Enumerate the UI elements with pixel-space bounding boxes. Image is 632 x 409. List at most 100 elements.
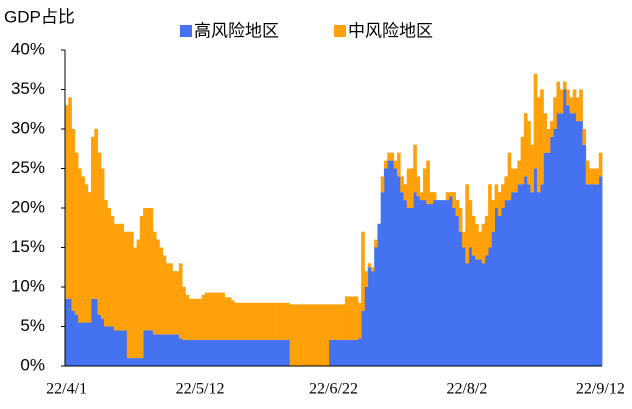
area-step: [488, 247, 492, 366]
area-step: [107, 208, 111, 327]
area-step: [387, 160, 391, 366]
area-step: [507, 200, 512, 366]
area-step: [84, 322, 89, 366]
area-step: [87, 322, 92, 366]
area-step: [331, 339, 336, 366]
y-tick-label: 40%: [11, 39, 45, 58]
area-step: [468, 200, 473, 248]
area-step: [595, 184, 600, 366]
area-step: [517, 160, 522, 185]
area-step: [211, 292, 216, 340]
area-step: [276, 302, 281, 340]
area-step: [117, 330, 121, 366]
area-step: [533, 73, 538, 169]
area-step: [452, 208, 456, 366]
area-step: [514, 168, 518, 193]
area-step: [130, 358, 134, 366]
area-step: [494, 208, 499, 366]
area-step: [117, 223, 121, 331]
area-step: [113, 330, 118, 366]
area-step: [328, 339, 333, 366]
area-step: [361, 310, 365, 366]
area-step: [175, 334, 180, 366]
area-step: [149, 330, 154, 366]
area-step: [426, 204, 430, 366]
area-step: [217, 339, 222, 366]
area-step: [383, 168, 388, 366]
area-step: [257, 339, 261, 366]
area-step: [94, 129, 98, 299]
area-step: [237, 302, 242, 340]
area-step: [572, 89, 577, 114]
area-step: [341, 339, 346, 366]
area-step: [175, 271, 180, 335]
area-step: [344, 296, 349, 340]
area-step: [201, 294, 206, 340]
area-step: [393, 168, 398, 366]
x-tick-label: 22/5/12: [176, 381, 225, 398]
area-step: [338, 339, 343, 366]
area-step: [491, 231, 495, 366]
area-step: [569, 113, 574, 366]
area-step: [465, 184, 469, 264]
area-step: [84, 184, 89, 323]
area-step: [211, 339, 216, 366]
area-step: [429, 192, 434, 205]
area-step: [250, 339, 255, 366]
area-step: [322, 304, 326, 366]
area-step: [370, 267, 375, 272]
area-step: [393, 160, 398, 169]
area-step: [439, 200, 443, 366]
area-step: [208, 292, 212, 340]
area-step: [78, 168, 82, 323]
area-step: [582, 129, 587, 145]
area-step: [533, 168, 538, 366]
area-step: [68, 298, 72, 366]
area-step: [403, 184, 408, 201]
area-step: [497, 192, 502, 216]
area-step: [357, 338, 362, 366]
area-step: [562, 89, 567, 366]
area-step: [266, 339, 271, 366]
area-step: [156, 334, 160, 366]
area-step: [146, 330, 151, 366]
area-step: [488, 184, 492, 248]
area-step: [260, 339, 264, 366]
y-tick-label: 15%: [11, 237, 45, 256]
area-step: [530, 192, 535, 366]
area-step: [130, 231, 134, 359]
area-step: [152, 231, 157, 335]
area-step: [566, 89, 570, 106]
area-step: [514, 192, 518, 366]
area-step: [429, 204, 434, 366]
area-step: [400, 176, 404, 193]
area-step: [484, 215, 489, 256]
area-step: [423, 168, 427, 201]
area-step: [71, 310, 76, 366]
area-step: [110, 326, 115, 366]
area-step: [527, 184, 531, 366]
area-step: [432, 192, 437, 201]
area-step: [230, 300, 235, 340]
area-step: [484, 255, 489, 366]
area-step: [325, 304, 330, 366]
area-step: [156, 239, 160, 335]
area-step: [162, 255, 167, 335]
area-step: [234, 339, 238, 366]
area-step: [390, 160, 395, 366]
area-step: [579, 89, 583, 122]
area-step: [406, 168, 411, 208]
x-tick-label: 22/6/22: [309, 381, 358, 398]
y-tick-label: 5%: [20, 316, 45, 335]
area-step: [296, 304, 300, 366]
area-step: [351, 296, 356, 340]
area-step: [598, 152, 603, 177]
area-step: [182, 287, 186, 340]
area-step: [120, 330, 124, 366]
area-step: [335, 339, 339, 366]
area-step: [546, 152, 551, 366]
area-step: [331, 304, 336, 340]
area-step: [370, 271, 375, 366]
area-step: [364, 271, 369, 287]
area-step: [123, 330, 128, 366]
